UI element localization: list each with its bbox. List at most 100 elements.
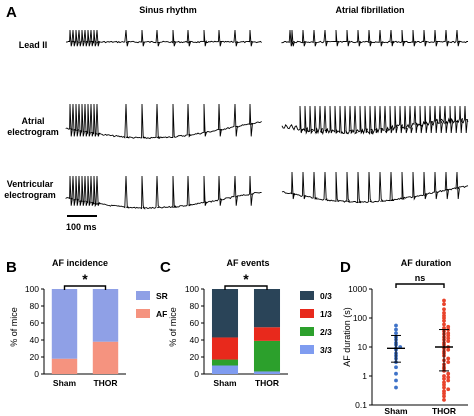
data-point-thor (446, 378, 451, 383)
legend-swatch (136, 291, 150, 300)
y-tick-label: 60 (30, 318, 40, 328)
y-tick-label: 0 (194, 369, 199, 379)
data-point-thor (446, 324, 451, 329)
scale-bar-label: 100 ms (66, 222, 97, 232)
data-point-sham (394, 378, 398, 383)
data-point-thor (442, 374, 446, 378)
data-point-thor (442, 326, 446, 330)
panel-c-ylabel: % of mice (168, 307, 178, 347)
panel-a-letter: A (6, 4, 17, 21)
y-tick-label: 60 (190, 318, 200, 328)
y-tick-label: 40 (30, 335, 40, 345)
panel-d-ylabel: AF duration (s) (342, 307, 352, 367)
y-tick-label: 100 (185, 284, 199, 294)
bar-SR-sham (51, 289, 78, 359)
row-label-atrial-2: electrogram (7, 127, 59, 137)
x-tick-label: Sham (53, 378, 77, 388)
y-tick-label: 40 (190, 335, 200, 345)
legend-label: 0/3 (320, 291, 332, 301)
trace-sinus-lead2 (65, 29, 262, 47)
y-tick-label: 20 (190, 352, 200, 362)
legend-label: 1/3 (320, 309, 332, 319)
trace-af-lead2 (281, 29, 468, 47)
y-tick-label: 0 (34, 369, 39, 379)
bar-1-of-3-thor (253, 327, 281, 341)
y-tick-label: 80 (30, 301, 40, 311)
data-point-thor (442, 389, 446, 394)
y-tick-label: 100 (25, 284, 39, 294)
row-label-ventricular-1: Ventricular (7, 179, 54, 189)
panel-d: D AF duration AF duration (s) 0.1 1 10 100 1… (340, 258, 468, 416)
data-point-thor (446, 371, 451, 376)
significance-label: ns (415, 273, 426, 283)
panel-a: A Sinus rhythm Atrial fibrillation Lead … (4, 4, 469, 232)
data-point-thor (446, 339, 451, 343)
y-tick-label: 1 (362, 371, 367, 381)
bar-0-of-3-sham (211, 289, 239, 338)
panel-b: B AF incidence % of mice 0 20 40 60 80 100 Sha… (6, 258, 168, 388)
trace-sinus-ventricular (65, 175, 262, 210)
legend-swatch (300, 327, 314, 336)
legend-swatch (300, 291, 314, 300)
data-point-thor (446, 336, 451, 341)
y-tick-label: 10 (358, 342, 368, 352)
bar-AF-sham (51, 358, 78, 374)
data-point-thor (442, 397, 446, 402)
x-tick-label: Sham (384, 406, 408, 416)
bar-3-of-3-sham (211, 365, 239, 374)
y-tick-label: 0.1 (355, 400, 367, 410)
data-point-thor (446, 375, 451, 380)
data-point-thor (446, 347, 451, 352)
row-label-atrial-1: Atrial (21, 116, 44, 126)
data-point-thor (446, 360, 451, 365)
panel-c-title: AF events (226, 258, 269, 268)
legend-swatch (300, 345, 314, 354)
col-title-sinus: Sinus rhythm (139, 5, 197, 15)
data-point-thor (442, 394, 446, 399)
legend-label: 3/3 (320, 345, 332, 355)
significance-marker: * (243, 271, 249, 287)
panel-b-ylabel: % of mice (9, 307, 19, 347)
col-title-af: Atrial fibrillation (335, 5, 404, 15)
data-point-sham (394, 331, 398, 336)
bar-2-of-3-thor (253, 340, 281, 372)
panel-b-title: AF incidence (52, 258, 108, 268)
data-point-thor (446, 356, 451, 361)
y-tick-label: 100 (353, 313, 367, 323)
x-tick-label: THOR (255, 378, 279, 388)
data-point-sham (394, 365, 398, 370)
data-point-sham (394, 327, 398, 332)
bar-1-of-3-sham (211, 337, 239, 360)
bar-SR-thor (92, 289, 119, 342)
x-tick-label: Sham (213, 378, 237, 388)
panel-c: C AF events % of mice 0 20 40 60 80 100 Sham TH… (160, 258, 332, 388)
legend-label: SR (156, 291, 168, 301)
row-label-ventricular-2: electrogram (4, 190, 56, 200)
bar-3-of-3-thor (253, 371, 281, 374)
legend-swatch (136, 309, 150, 318)
significance-marker: * (82, 271, 88, 287)
legend-label: 2/3 (320, 327, 332, 337)
x-tick-label: THOR (432, 406, 456, 416)
data-point-thor (442, 302, 446, 307)
row-label-lead2: Lead II (19, 40, 48, 50)
data-point-thor (442, 318, 446, 323)
y-tick-label: 80 (190, 301, 200, 311)
data-point-sham (394, 385, 398, 390)
data-point-thor (442, 380, 446, 385)
data-point-thor (442, 310, 446, 315)
data-point-thor (442, 307, 446, 312)
data-point-thor (446, 387, 451, 392)
legend-swatch (300, 309, 314, 318)
data-point-thor (442, 298, 446, 303)
y-tick-label: 20 (30, 352, 40, 362)
data-point-thor (442, 376, 446, 381)
panel-d-title: AF duration (401, 258, 452, 268)
x-tick-label: THOR (93, 378, 117, 388)
y-tick-label: 1000 (348, 284, 367, 294)
data-point-thor (442, 385, 446, 390)
bar-0-of-3-thor (253, 289, 281, 328)
panel-c-letter: C (160, 259, 171, 276)
data-point-thor (442, 313, 446, 318)
